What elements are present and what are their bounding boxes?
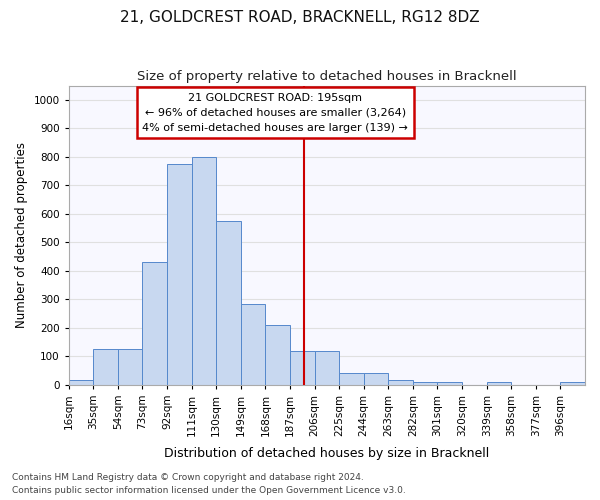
Bar	[69, 380, 93, 384]
Bar	[413, 382, 437, 384]
Bar	[560, 382, 585, 384]
Bar	[364, 373, 388, 384]
Bar	[388, 380, 413, 384]
Bar	[191, 157, 216, 384]
Title: Size of property relative to detached houses in Bracknell: Size of property relative to detached ho…	[137, 70, 517, 83]
Bar	[437, 382, 462, 384]
Y-axis label: Number of detached properties: Number of detached properties	[15, 142, 28, 328]
X-axis label: Distribution of detached houses by size in Bracknell: Distribution of detached houses by size …	[164, 447, 490, 460]
Bar	[216, 221, 241, 384]
Bar	[167, 164, 191, 384]
Text: 21, GOLDCREST ROAD, BRACKNELL, RG12 8DZ: 21, GOLDCREST ROAD, BRACKNELL, RG12 8DZ	[120, 10, 480, 25]
Text: Contains HM Land Registry data © Crown copyright and database right 2024.
Contai: Contains HM Land Registry data © Crown c…	[12, 474, 406, 495]
Bar	[314, 350, 339, 384]
Bar	[93, 349, 118, 384]
Bar	[265, 325, 290, 384]
Bar	[290, 350, 314, 384]
Bar	[118, 349, 142, 384]
Text: 21 GOLDCREST ROAD: 195sqm
← 96% of detached houses are smaller (3,264)
4% of sem: 21 GOLDCREST ROAD: 195sqm ← 96% of detac…	[142, 93, 408, 132]
Bar	[487, 382, 511, 384]
Bar	[339, 373, 364, 384]
Bar	[241, 304, 265, 384]
Bar	[142, 262, 167, 384]
